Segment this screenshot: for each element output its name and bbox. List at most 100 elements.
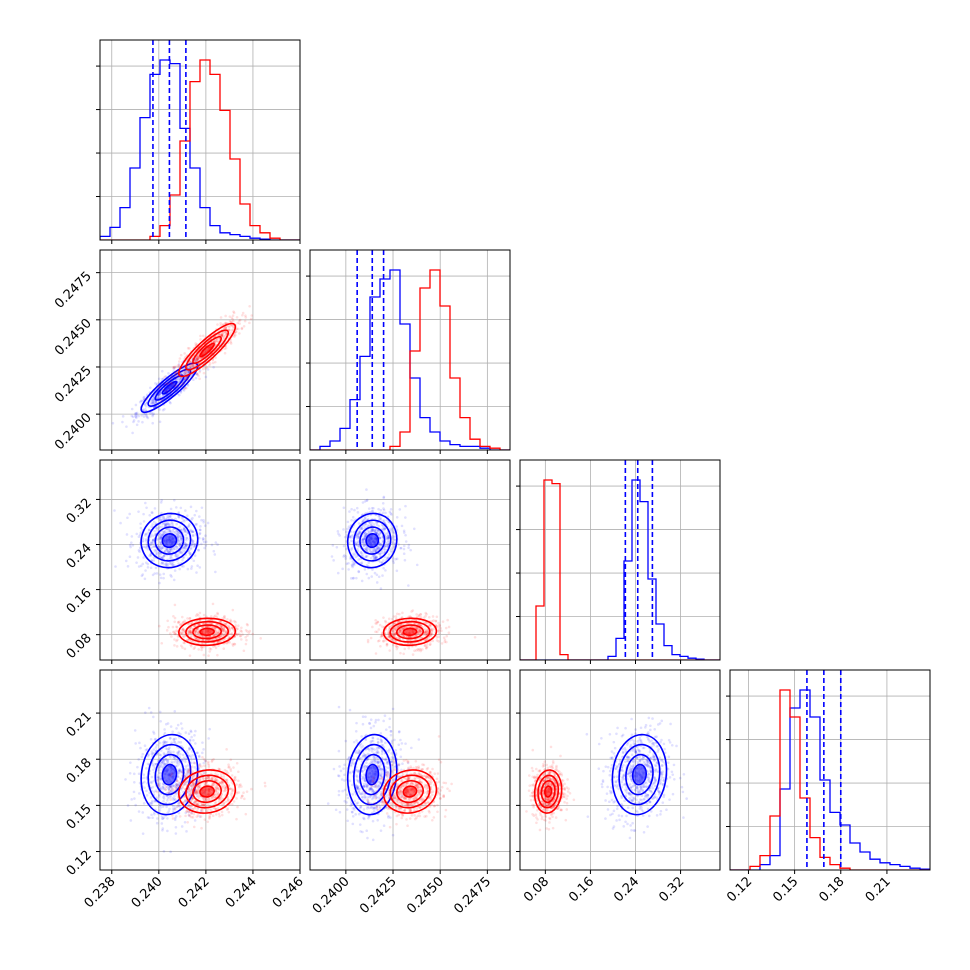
scatter-point (342, 544, 346, 548)
scatter-point (220, 334, 224, 337)
scatter-point (351, 533, 354, 537)
scatter-point (162, 761, 165, 764)
scatter-point (186, 764, 190, 767)
scatter-point (157, 545, 161, 549)
scatter-point (420, 630, 423, 633)
scatter-point (168, 557, 172, 560)
scatter-point (157, 771, 161, 774)
scatter-point (383, 545, 387, 549)
scatter-point (160, 377, 164, 381)
scatter-point (152, 748, 156, 751)
scatter-point (239, 629, 243, 632)
scatter-point (425, 646, 428, 650)
scatter-point (150, 780, 153, 784)
scatter-point (137, 772, 141, 776)
scatter-point (151, 398, 155, 401)
contour-red (199, 342, 215, 358)
scatter-point (393, 635, 397, 638)
scatter-point (214, 807, 218, 811)
scatter-point (188, 629, 192, 632)
scatter-point (243, 319, 247, 323)
scatter-point (416, 626, 420, 630)
scatter-point (208, 647, 212, 650)
scatter-point (135, 416, 138, 420)
scatter-point (132, 419, 136, 422)
scatter-point (387, 534, 390, 538)
scatter-point (190, 811, 193, 815)
scatter-point (214, 631, 218, 635)
scatter-point (364, 555, 368, 558)
scatter-point (175, 545, 179, 549)
scatter-point (403, 626, 407, 630)
scatter-point (166, 563, 170, 566)
scatter-point (158, 393, 162, 397)
scatter-point (342, 506, 346, 510)
scatter-point (400, 632, 404, 636)
scatter-point (195, 802, 198, 805)
scatter-point (148, 816, 151, 820)
scatter-point (159, 535, 163, 539)
scatter-point (386, 543, 390, 546)
scatter-point (180, 727, 184, 730)
scatter-point (182, 756, 186, 760)
scatter-point (331, 544, 335, 547)
scatter-point (202, 803, 206, 806)
scatter-point (222, 628, 226, 631)
scatter-point (230, 632, 233, 636)
scatter-point (151, 541, 155, 545)
scatter-point (165, 740, 169, 744)
scatter-point (430, 631, 433, 635)
scatter-point (204, 375, 208, 379)
scatter-point (191, 542, 195, 545)
scatter-point (210, 543, 214, 547)
scatter-point (175, 373, 178, 376)
scatter-point (388, 626, 392, 629)
y-tick-label: 0.2425 (52, 363, 95, 406)
scatter-point (180, 537, 183, 541)
scatter-point (374, 652, 378, 655)
scatter-point (228, 629, 232, 632)
scatter-point (184, 533, 188, 537)
scatter-point (128, 555, 132, 559)
scatter-point (159, 534, 163, 537)
scatter-point (194, 629, 197, 633)
scatter-point (205, 639, 208, 642)
scatter-point (141, 420, 144, 424)
scatter-point (202, 520, 205, 524)
y-tick-label: 0.08 (64, 631, 95, 662)
scatter-point (149, 535, 152, 538)
scatter-point (415, 634, 419, 637)
scatter-point (181, 628, 184, 632)
scatter-point (166, 550, 170, 553)
scatter-point (231, 318, 234, 321)
scatter-point (186, 543, 189, 546)
scatter-point (342, 554, 346, 557)
scatter-point (151, 539, 155, 542)
scatter-point (160, 762, 163, 765)
scatter-point (382, 508, 386, 512)
scatter-point (401, 627, 404, 630)
scatter-point (404, 516, 407, 519)
scatter-point (169, 377, 172, 381)
y-tick-label: 0.2400 (52, 410, 95, 453)
scatter-point (168, 515, 171, 519)
scatter-point (411, 609, 415, 612)
scatter-point (191, 530, 194, 534)
scatter-point (141, 539, 145, 543)
scatter-point (217, 812, 221, 816)
scatter-point (424, 633, 427, 636)
scatter-point (174, 384, 178, 388)
scatter-point (161, 827, 165, 830)
scatter-point (376, 639, 380, 643)
scatter-point (234, 333, 237, 337)
scatter-point (386, 534, 390, 538)
scatter-point (196, 803, 200, 807)
scatter-point (182, 371, 186, 374)
scatter-point (179, 506, 183, 510)
scatter-point (211, 777, 214, 780)
scatter-point (375, 622, 378, 625)
scatter-point (187, 814, 191, 817)
scatter-point (146, 562, 150, 566)
scatter-point (144, 711, 147, 714)
scatter-point (171, 730, 174, 733)
